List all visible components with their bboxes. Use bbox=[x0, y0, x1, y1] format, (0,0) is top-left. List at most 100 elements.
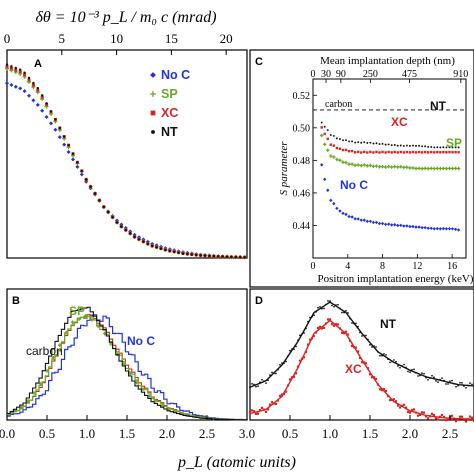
marker-square bbox=[412, 408, 416, 411]
marker-circle bbox=[408, 144, 411, 147]
marker-square bbox=[357, 150, 360, 154]
marker-square bbox=[302, 356, 306, 359]
marker-circle bbox=[5, 63, 9, 66]
marker-square bbox=[436, 418, 440, 421]
marker-plus bbox=[356, 163, 360, 167]
marker-diamond bbox=[66, 150, 71, 155]
marker-diamond bbox=[365, 219, 370, 223]
marker-plus bbox=[83, 314, 88, 318]
top-tick-label: 15 bbox=[165, 31, 178, 46]
marker-square bbox=[284, 390, 288, 393]
marker-circle bbox=[41, 94, 44, 97]
marker-square bbox=[423, 150, 427, 154]
bottom-tick-label-b: 2.0 bbox=[159, 426, 175, 441]
marker-square bbox=[364, 362, 368, 365]
marker-circle bbox=[442, 146, 445, 149]
marker-circle bbox=[436, 146, 439, 149]
bottom-tick-label-d: 1.0 bbox=[322, 426, 338, 441]
legend-label: No C bbox=[161, 68, 190, 82]
marker-circle bbox=[424, 145, 427, 148]
marker-circle bbox=[208, 254, 211, 258]
marker-diamond bbox=[62, 142, 67, 147]
fit-line-nt bbox=[249, 301, 474, 388]
marker-square bbox=[36, 88, 40, 92]
marker-plus bbox=[353, 163, 357, 168]
annotation-xc: XC bbox=[345, 362, 362, 376]
inset-top-tick-label: 0 bbox=[311, 69, 316, 80]
marker-diamond bbox=[429, 226, 433, 230]
marker-circle bbox=[389, 361, 391, 364]
marker-square bbox=[399, 150, 403, 154]
marker-circle bbox=[459, 381, 461, 384]
marker-circle bbox=[239, 255, 242, 259]
marker-circle bbox=[23, 71, 26, 74]
marker-circle bbox=[351, 140, 354, 143]
marker-circle bbox=[435, 380, 437, 382]
inset-top-tick-label: 475 bbox=[402, 69, 417, 80]
marker-square bbox=[312, 335, 316, 338]
marker-diamond bbox=[402, 224, 406, 228]
marker-circle bbox=[327, 299, 329, 302]
inset-annotation-nt: NT bbox=[430, 99, 447, 113]
marker-plus bbox=[420, 166, 424, 171]
marker-circle bbox=[354, 141, 357, 144]
marker-square bbox=[347, 149, 351, 153]
inset-x-tick-label: 4 bbox=[345, 261, 350, 272]
marker-circle bbox=[98, 199, 101, 202]
marker-square bbox=[439, 151, 442, 154]
marker-diamond bbox=[438, 227, 443, 231]
marker-circle bbox=[449, 380, 451, 383]
marker-circle bbox=[351, 322, 353, 324]
marker-diamond bbox=[389, 223, 394, 227]
bottom-axis-title: p_L (atomic units) bbox=[177, 454, 296, 471]
marker-circle bbox=[151, 130, 155, 134]
marker-square bbox=[308, 338, 312, 341]
marker-diamond bbox=[335, 206, 339, 211]
marker-circle bbox=[36, 86, 39, 90]
marker-circle bbox=[451, 379, 453, 382]
marker-square bbox=[470, 416, 474, 419]
marker-plus bbox=[338, 158, 342, 163]
marker-diamond bbox=[344, 212, 348, 217]
marker-circle bbox=[71, 152, 75, 155]
panel-label-a: A bbox=[34, 58, 42, 70]
marker-diamond bbox=[405, 224, 409, 228]
inset-x-tick-label: 16 bbox=[447, 261, 457, 272]
marker-square bbox=[424, 415, 428, 418]
marker-circle bbox=[399, 144, 402, 147]
marker-square bbox=[335, 146, 339, 150]
marker-circle bbox=[412, 144, 414, 147]
bottom-axis-ticks: 0.0 0.5 1.0 1.5 2.0 2.5 3.0 0.5 1.0 1.5 2.0 2.5 bbox=[0, 415, 458, 441]
marker-diamond bbox=[40, 108, 45, 113]
marker-circle bbox=[333, 305, 335, 308]
marker-circle bbox=[177, 251, 180, 254]
marker-circle bbox=[457, 146, 460, 149]
marker-plus bbox=[154, 399, 158, 403]
marker-circle bbox=[385, 354, 387, 356]
marker-square bbox=[392, 398, 396, 401]
marker-circle bbox=[471, 383, 473, 386]
bottom-tick-label-b: 2.5 bbox=[199, 426, 215, 441]
inset-annotation-no-c: No C bbox=[340, 178, 368, 192]
marker-circle bbox=[413, 368, 415, 371]
marker-circle bbox=[369, 141, 372, 144]
marker-plus bbox=[341, 160, 345, 164]
legend-label: XC bbox=[161, 106, 178, 120]
marker-square bbox=[27, 78, 31, 82]
marker-square bbox=[334, 323, 338, 326]
marker-square bbox=[350, 344, 354, 348]
marker-circle bbox=[124, 228, 128, 232]
marker-square bbox=[420, 411, 424, 414]
panel-label-d: D bbox=[255, 295, 263, 307]
marker-circle bbox=[335, 137, 338, 140]
marker-circle bbox=[230, 255, 233, 259]
marker-square bbox=[5, 65, 9, 69]
marker-circle bbox=[212, 255, 215, 258]
marker-diamond bbox=[447, 226, 452, 231]
marker-circle bbox=[430, 145, 433, 148]
marker-circle bbox=[433, 146, 436, 149]
marker-diamond bbox=[347, 214, 351, 219]
marker-plus bbox=[389, 165, 394, 169]
marker-square bbox=[402, 151, 406, 154]
marker-diamond bbox=[383, 222, 388, 227]
